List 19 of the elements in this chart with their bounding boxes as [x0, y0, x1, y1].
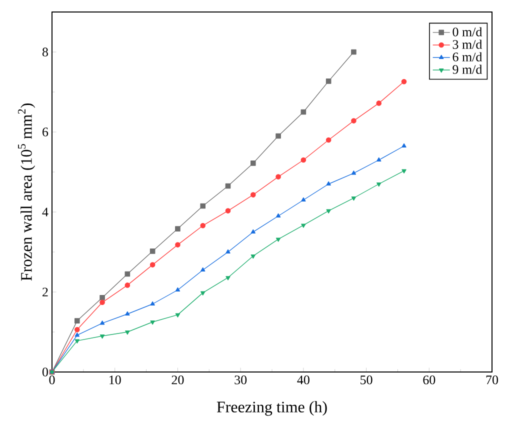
legend-label: 0 m/d: [452, 27, 482, 36]
y-tick-label: 6: [42, 128, 48, 136]
x-tick-label: 70: [486, 376, 498, 384]
x-tick-label: 50: [360, 376, 372, 384]
x-tick-label: 10: [110, 376, 121, 384]
x-tick-label: 40: [297, 376, 310, 384]
y-tick-label: 8: [42, 48, 48, 56]
y-axis-title: Frozen wall area (10$^{5}$ mm$^{2}$): [18, 104, 36, 281]
legend-label: 3 m/d: [452, 40, 482, 49]
legend-label: 9 m/d: [452, 64, 482, 74]
x-tick-label: 20: [172, 376, 184, 384]
x-axis-title: Freezing time (h): [216, 401, 327, 416]
x-tick-label: 60: [423, 376, 436, 384]
y-tick-label: 0: [42, 368, 48, 376]
y-tick-label: 4: [42, 208, 48, 216]
legend-label: 6 m/d: [452, 52, 482, 62]
x-tick-label: 30: [234, 376, 247, 384]
y-tick-label: 2: [42, 288, 48, 296]
x-tick-label: 0: [49, 376, 55, 384]
